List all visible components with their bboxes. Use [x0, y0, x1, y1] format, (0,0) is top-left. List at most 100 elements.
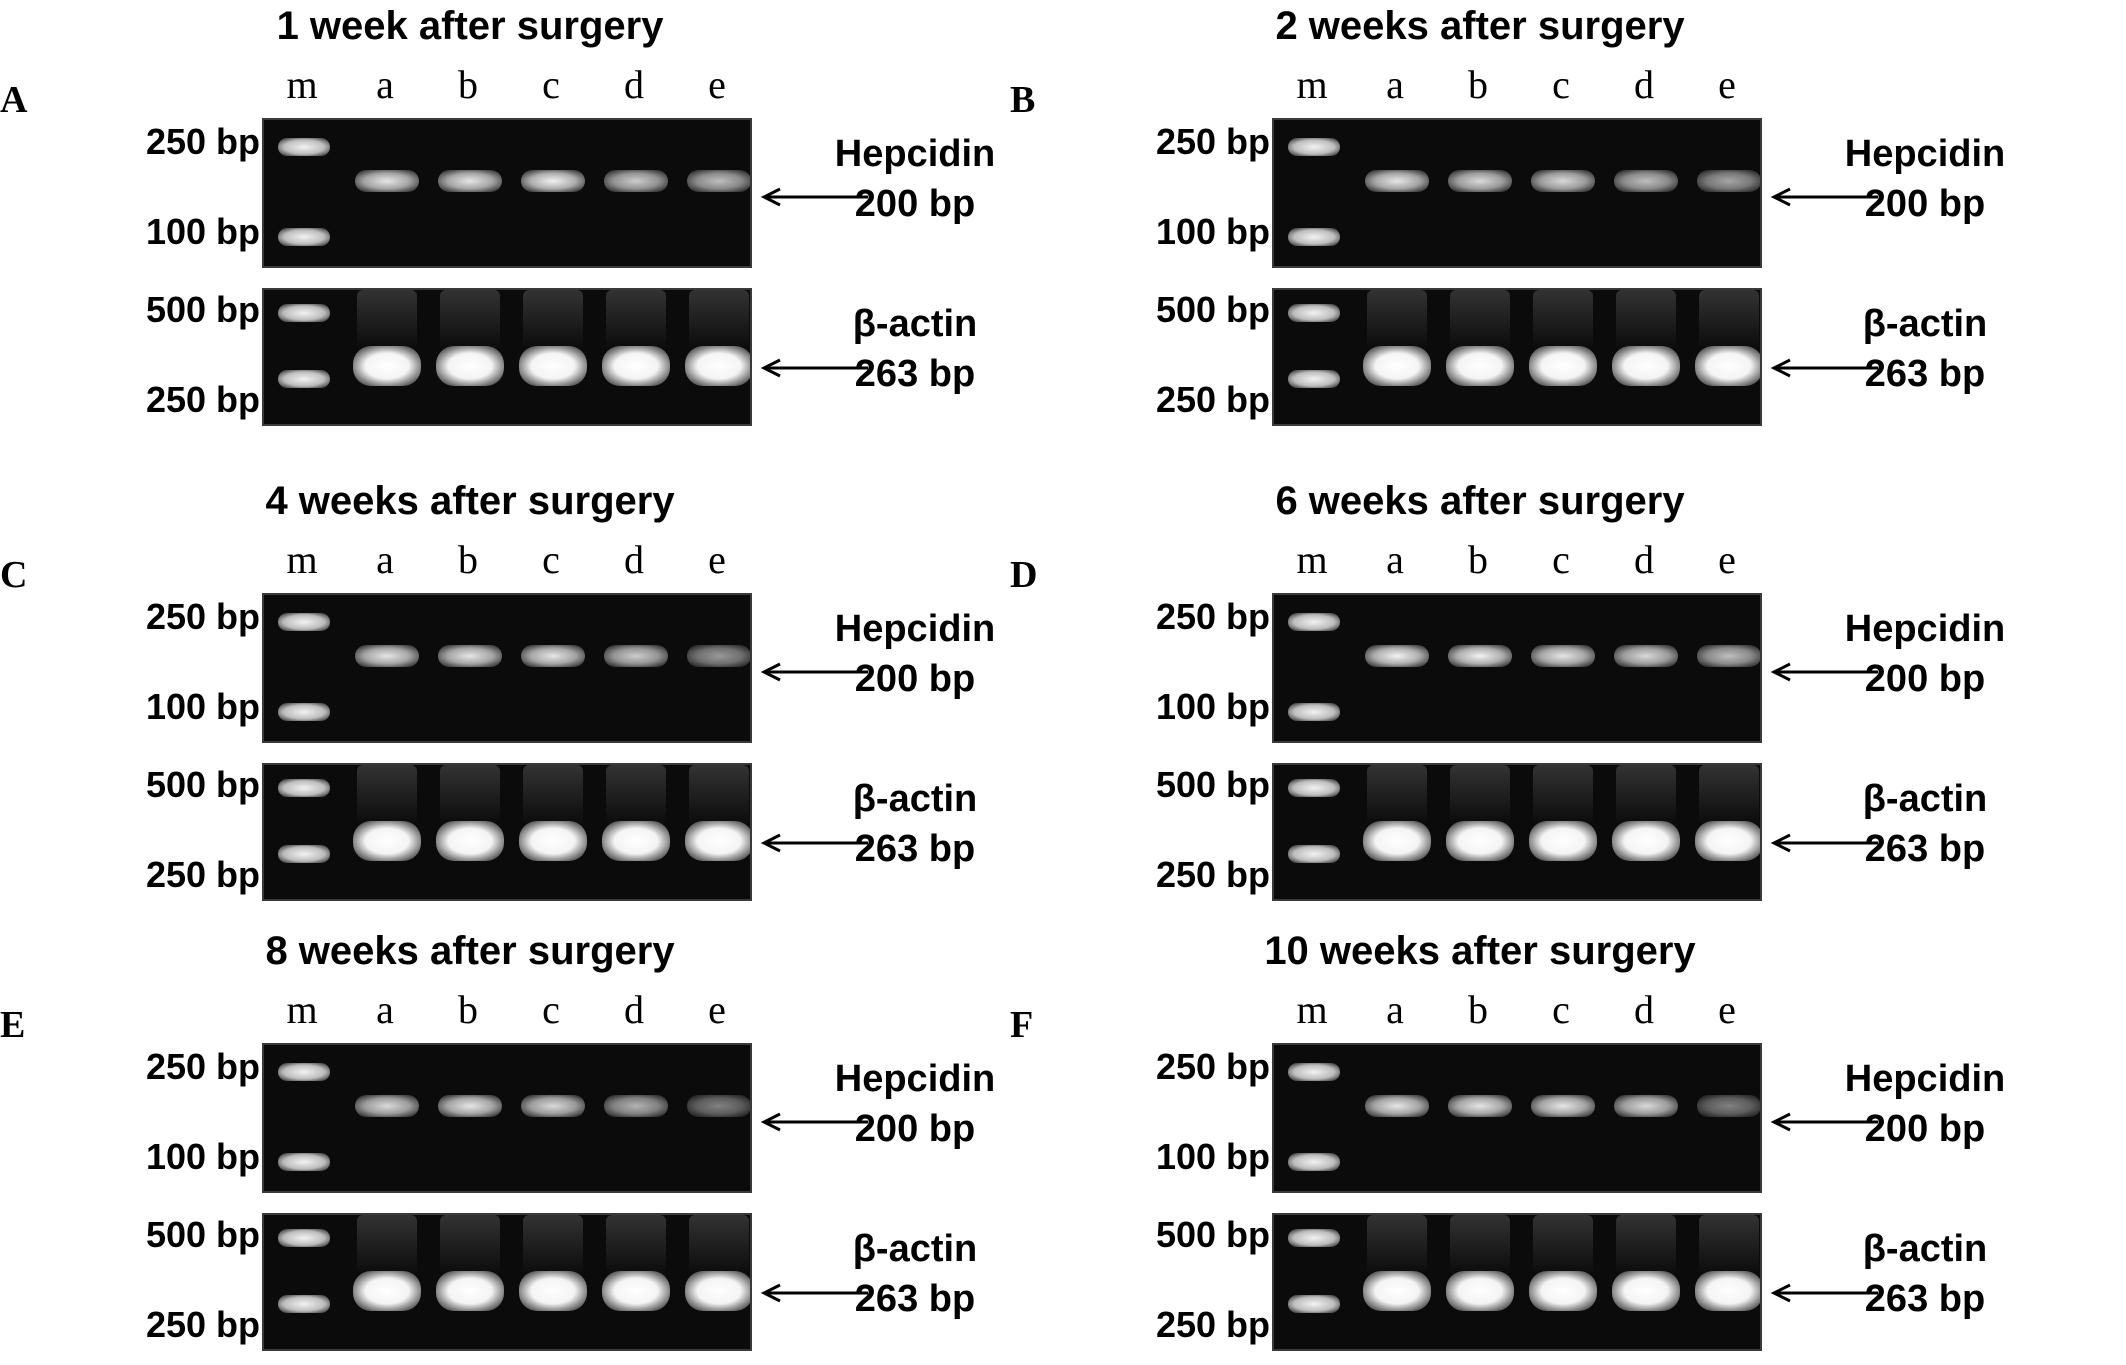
- lane-label-m: m: [286, 62, 318, 107]
- gene-label-hepcidin: Hepcidin: [1844, 133, 2006, 175]
- marker-band: [1288, 370, 1340, 388]
- hepcidin-band: [1614, 1095, 1678, 1117]
- lane-label-b: b: [1468, 537, 1488, 582]
- lane-label-a: a: [376, 987, 394, 1032]
- arrow-hepcidin-icon: [1770, 662, 1878, 682]
- lane-label-c: c: [1552, 537, 1570, 582]
- lane-label-m: m: [286, 987, 318, 1032]
- hepcidin-band: [1531, 1095, 1595, 1117]
- lane-smear: [1450, 765, 1510, 825]
- marker-band: [1288, 304, 1340, 322]
- gel-image-beta-actin: [262, 1213, 752, 1351]
- lane-label-c: c: [542, 537, 560, 582]
- lane-label-b: b: [1468, 987, 1488, 1032]
- lane-label-b: b: [458, 537, 478, 582]
- marker-label-100bp: 100 bp: [1155, 1136, 1270, 1177]
- marker-label-250bp: 250 bp: [145, 854, 260, 895]
- marker-label-500bp: 500 bp: [145, 289, 260, 330]
- hepcidin-band: [438, 645, 502, 667]
- marker-label-500bp: 500 bp: [145, 764, 260, 805]
- gel-image-hepcidin: [262, 1043, 752, 1193]
- lane-label-d: d: [1634, 987, 1654, 1032]
- lane-smear: [1367, 765, 1427, 825]
- lane-label-m: m: [286, 537, 318, 582]
- lane-smear: [1616, 290, 1676, 350]
- beta-actin-band: [1612, 346, 1680, 386]
- lane-label-a: a: [376, 537, 394, 582]
- lane-label-a: a: [1386, 62, 1404, 107]
- marker-band: [1288, 613, 1340, 631]
- marker-label-250bp: 250 bp: [145, 596, 260, 637]
- lane-smear: [523, 1215, 583, 1275]
- marker-label-250bp: 250 bp: [1155, 1046, 1270, 1087]
- beta-actin-band: [1529, 346, 1597, 386]
- lane-smear: [606, 1215, 666, 1275]
- beta-actin-band: [436, 1271, 504, 1311]
- hepcidin-band: [604, 1095, 668, 1117]
- marker-label-500bp: 500 bp: [1155, 289, 1270, 330]
- product-size-beta-actin: 263 bp: [1864, 1278, 1986, 1320]
- panel-letter: B: [1010, 79, 1036, 121]
- lane-smear: [440, 765, 500, 825]
- beta-actin-band: [1695, 821, 1760, 861]
- panel-title: 1 week after surgery: [276, 4, 664, 48]
- gel-image-beta-actin: [262, 288, 752, 426]
- lane-smear: [440, 1215, 500, 1275]
- marker-band: [278, 1229, 330, 1247]
- lane-label-c: c: [542, 987, 560, 1032]
- hepcidin-band: [1697, 1095, 1760, 1117]
- lane-label-e: e: [708, 987, 726, 1032]
- lane-label-e: e: [1718, 537, 1736, 582]
- gene-label-beta-actin: β-actin: [852, 1228, 978, 1270]
- lane-smear: [523, 765, 583, 825]
- lane-label-b: b: [458, 62, 478, 107]
- marker-band: [278, 370, 330, 388]
- gene-label-beta-actin: β-actin: [852, 778, 978, 820]
- beta-actin-band: [1363, 346, 1431, 386]
- marker-band: [278, 304, 330, 322]
- hepcidin-band: [355, 170, 419, 192]
- gel-image-beta-actin: [1272, 288, 1762, 426]
- beta-actin-band: [1612, 1271, 1680, 1311]
- marker-band: [278, 138, 330, 156]
- panel-letter: F: [1010, 1004, 1034, 1046]
- panel-letter: C: [0, 554, 28, 596]
- lane-label-c: c: [1552, 62, 1570, 107]
- marker-band: [1288, 703, 1340, 721]
- lane-smear: [689, 290, 749, 350]
- product-size-hepcidin: 200 bp: [854, 658, 976, 700]
- product-size-hepcidin: 200 bp: [854, 183, 976, 225]
- product-size-hepcidin: 200 bp: [1864, 658, 1986, 700]
- panel-title: 2 weeks after surgery: [1275, 4, 1685, 48]
- marker-label-100bp: 100 bp: [145, 686, 260, 727]
- beta-actin-band: [1695, 346, 1760, 386]
- lane-smear: [1616, 1215, 1676, 1275]
- lane-smear: [523, 290, 583, 350]
- lane-smear: [1367, 290, 1427, 350]
- hepcidin-band: [1448, 170, 1512, 192]
- lane-smear: [1699, 765, 1759, 825]
- beta-actin-band: [602, 1271, 670, 1311]
- marker-label-100bp: 100 bp: [145, 1136, 260, 1177]
- hepcidin-band: [355, 1095, 419, 1117]
- hepcidin-band: [1448, 1095, 1512, 1117]
- marker-label-250bp: 250 bp: [145, 1304, 260, 1345]
- hepcidin-band: [604, 170, 668, 192]
- marker-band: [1288, 1063, 1340, 1081]
- beta-actin-band: [1529, 1271, 1597, 1311]
- lane-label-m: m: [1296, 62, 1328, 107]
- arrow-beta-actin-icon: [1770, 358, 1878, 378]
- gel-image-beta-actin: [262, 763, 752, 901]
- beta-actin-band: [519, 346, 587, 386]
- product-size-beta-actin: 263 bp: [1864, 828, 1986, 870]
- arrow-hepcidin-icon: [1770, 187, 1878, 207]
- product-size-beta-actin: 263 bp: [1864, 353, 1986, 395]
- lane-label-e: e: [1718, 987, 1736, 1032]
- gel-image-beta-actin: [1272, 1213, 1762, 1351]
- beta-actin-band: [353, 346, 421, 386]
- marker-label-500bp: 500 bp: [1155, 764, 1270, 805]
- marker-label-100bp: 100 bp: [1155, 211, 1270, 252]
- lane-label-c: c: [1552, 987, 1570, 1032]
